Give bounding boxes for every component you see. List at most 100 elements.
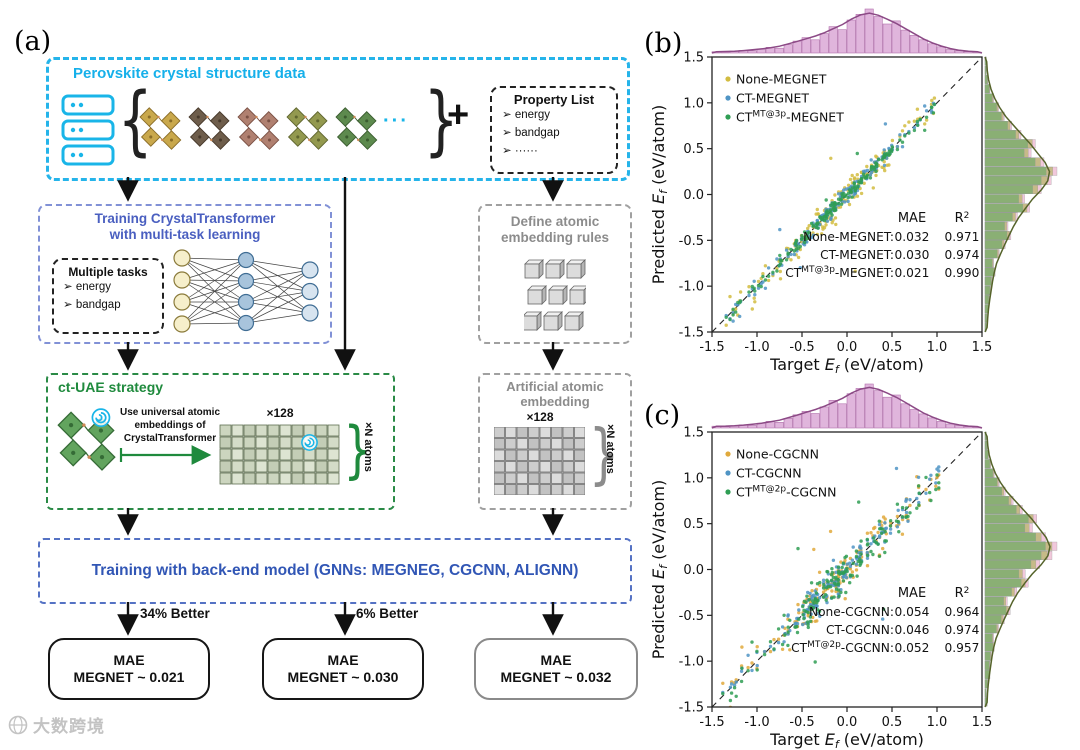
backend-box-title: Training with back-end model (GNNs: MEGN… xyxy=(91,562,579,579)
svg-text:-1.5: -1.5 xyxy=(679,701,704,716)
training-box-title-line1: Training CrystalTransformer xyxy=(94,211,276,226)
y-axis-label: Predicted Ef (eV/atom) xyxy=(649,105,670,284)
axes: -1.5-1.5 -1.0 -1.0 -0.5 -0.5 0.0 0.0 0.5 0.5 1.0 1… xyxy=(649,51,992,376)
svg-text:0.971: 0.971 xyxy=(945,230,980,244)
svg-text:-0.5: -0.5 xyxy=(789,715,814,730)
x-axis-label: Target Ef (eV/atom) xyxy=(769,730,924,750)
ct-uae-title: ct-UAE strategy xyxy=(58,379,164,395)
x-axis-label: Target Ef (eV/atom) xyxy=(769,355,924,375)
result-line: MEGNET ~ 0.030 xyxy=(287,669,399,685)
result-line: MAE xyxy=(540,651,572,668)
result-line: MAE xyxy=(327,651,359,668)
svg-text:CT-CGCNN:: CT-CGCNN: xyxy=(826,623,894,637)
svg-text:0.974: 0.974 xyxy=(945,623,980,637)
svg-text:0.990: 0.990 xyxy=(945,266,980,280)
top-histogram xyxy=(711,383,983,429)
svg-text:0.0: 0.0 xyxy=(837,340,858,355)
svg-text:CT-CGCNN: CT-CGCNN xyxy=(736,466,802,481)
svg-text:0.0: 0.0 xyxy=(683,188,704,203)
svg-text:1.5: 1.5 xyxy=(972,340,993,355)
svg-text:CTMT@2p-CGCNN:: CTMT@2p-CGCNN: xyxy=(791,640,894,655)
panel-c-label: (c) xyxy=(644,400,681,431)
result-box-mae-0032: MAE MEGNET ~ 0.032 xyxy=(474,638,638,700)
svg-text:CT-MEGNET:: CT-MEGNET: xyxy=(820,248,894,262)
crystal-structure-icon xyxy=(237,107,280,150)
scatter-plot-cgcnn: -1.5-1.5 -1.0 -1.0 -0.5 -0.5 0.0 0.0 0.5 0.5 1.0 1… xyxy=(649,383,1058,750)
y-axis-label: Predicted Ef (eV/atom) xyxy=(649,480,670,659)
property-list-title: Property List xyxy=(513,92,595,107)
svg-text:0.964: 0.964 xyxy=(945,605,980,619)
ellipsis: ··· xyxy=(383,110,409,132)
svg-text:-1.0: -1.0 xyxy=(744,340,769,355)
right-histogram xyxy=(984,431,1058,708)
svg-text:0.0: 0.0 xyxy=(837,715,858,730)
backend-training-box: Training with back-end model (GNNs: MEGN… xyxy=(38,538,632,604)
scatter-points xyxy=(721,465,941,707)
svg-text:-1.5: -1.5 xyxy=(699,340,724,355)
svg-text:CT-MEGNET: CT-MEGNET xyxy=(736,91,809,106)
svg-text:1.0: 1.0 xyxy=(927,340,948,355)
svg-text:-0.5: -0.5 xyxy=(789,340,814,355)
ct-uae-note-line2: embeddings of xyxy=(134,420,206,431)
artificial-box-title-line1: Artificial atomic xyxy=(506,379,604,394)
multiple-tasks-title: Multiple tasks xyxy=(68,265,148,279)
panel-a-label: (a) xyxy=(14,26,52,57)
svg-text:None-MEGNET: None-MEGNET xyxy=(736,72,827,87)
svg-text:None-CGCNN: None-CGCNN xyxy=(736,447,819,462)
define-embedding-rules-box: Define atomic embedding rules xyxy=(478,204,632,344)
svg-text:-0.5: -0.5 xyxy=(679,234,704,249)
crystal-structure-icon xyxy=(286,107,329,150)
embedding-rule-cubes xyxy=(524,259,586,331)
artificial-grid-label: ×128 xyxy=(526,410,554,424)
svg-text:0.974: 0.974 xyxy=(945,248,980,262)
legend: None-MEGNET CT-MEGNET CTMT@3p-MEGNET xyxy=(725,72,844,125)
axes: -1.5-1.5 -1.0 -1.0 -0.5 -0.5 0.0 0.0 0.5 0.5 1.0 1… xyxy=(649,426,992,750)
svg-text:0.957: 0.957 xyxy=(945,641,980,655)
better-label-34: 34% Better xyxy=(140,606,210,621)
database-icon xyxy=(61,94,115,166)
training-crystaltransformer-box: Training CrystalTransformer with multi-t… xyxy=(38,204,332,344)
result-line: MEGNET ~ 0.021 xyxy=(73,669,185,685)
top-histogram xyxy=(711,8,983,54)
property-item: ➢ ······ xyxy=(502,144,538,157)
right-histogram xyxy=(984,56,1058,333)
svg-text:0.5: 0.5 xyxy=(882,715,903,730)
property-item: ➢ energy xyxy=(502,109,550,121)
svg-text:None-CGCNN:: None-CGCNN: xyxy=(809,605,894,619)
training-box-title-line2: with multi-task learning xyxy=(109,227,261,242)
scatter-points xyxy=(724,96,937,327)
rules-box-title-line2: embedding rules xyxy=(500,230,610,245)
svg-text:0.046: 0.046 xyxy=(895,623,930,637)
crystal-with-embedding-icon xyxy=(57,408,116,471)
svg-text:0.052: 0.052 xyxy=(895,641,930,655)
svg-text:1.5: 1.5 xyxy=(972,715,993,730)
ct-uae-note-line1: Use universal atomic xyxy=(119,407,221,418)
svg-text:0.030: 0.030 xyxy=(895,248,930,262)
perovskite-data-box: Perovskite crystal structure data { ··· … xyxy=(46,57,630,181)
svg-text:-1.0: -1.0 xyxy=(744,715,769,730)
svg-text:0.0: 0.0 xyxy=(683,563,704,578)
task-item: ➢ energy xyxy=(63,281,111,293)
result-box-mae-0021: MAE MEGNET ~ 0.021 xyxy=(48,638,210,700)
rules-box-title-line1: Define atomic xyxy=(510,214,600,229)
multiple-tasks-box: Multiple tasks ➢ energy ➢ bandgap xyxy=(52,258,164,334)
crystal-structure-icon xyxy=(188,107,231,150)
svg-text:-1.5: -1.5 xyxy=(699,715,724,730)
result-line: MAE xyxy=(113,651,145,668)
svg-text:0.054: 0.054 xyxy=(895,605,930,619)
neural-network-diagram xyxy=(173,249,319,333)
svg-text:-1.0: -1.0 xyxy=(679,280,704,295)
svg-text:1.5: 1.5 xyxy=(683,426,704,441)
watermark: 大数跨境 xyxy=(8,712,105,737)
ct-uae-grid-label: ×128 xyxy=(266,406,294,420)
svg-text:MAE: MAE xyxy=(898,586,926,601)
ct-uae-note-line3: CrystalTransformer xyxy=(123,433,217,444)
data-box-title: Perovskite crystal structure data xyxy=(73,65,306,82)
svg-text:1.5: 1.5 xyxy=(683,51,704,66)
stats-table: MAE R2 None-CGCNN: 0.054 0.964 CT-CGCNN: 0.046… xyxy=(791,586,980,655)
svg-text:None-MEGNET:: None-MEGNET: xyxy=(803,230,894,244)
universal-embedding-grid xyxy=(219,424,340,485)
svg-text:-0.5: -0.5 xyxy=(679,609,704,624)
artificial-atoms-label: ×N atoms xyxy=(604,424,616,474)
stats-table: MAE R2 None-MEGNET: 0.032 0.971 CT-MEGNET: 0.0… xyxy=(785,211,979,280)
